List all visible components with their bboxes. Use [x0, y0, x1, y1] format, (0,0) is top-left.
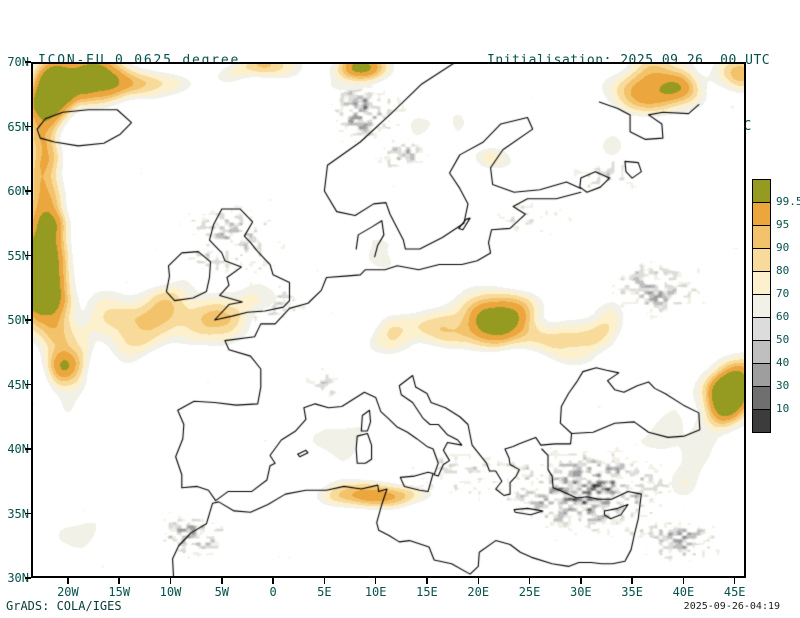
legend-value-label: 60 — [776, 310, 790, 323]
lon-tick-label: 35E — [621, 585, 643, 599]
lon-tick-label: 15E — [416, 585, 438, 599]
lat-tick-label: 60N — [7, 184, 29, 198]
map-area — [31, 62, 746, 578]
lon-tick-label: 20W — [57, 585, 79, 599]
legend-color-box — [752, 363, 771, 387]
lat-tick-mark — [25, 512, 31, 515]
lon-tick-mark — [477, 578, 479, 584]
lon-tick-label: 20E — [467, 585, 490, 599]
lon-tick-mark — [323, 578, 326, 584]
legend-value-label: 99.5 — [776, 195, 800, 208]
legend-color-box — [752, 317, 771, 341]
lon-tick-mark — [67, 578, 69, 584]
legend-color-box — [752, 248, 771, 272]
lat-tick-label: 50N — [7, 313, 29, 327]
lon-tick-label: 25E — [518, 585, 541, 599]
lon-tick-mark — [426, 578, 428, 584]
lon-tick-mark — [528, 578, 531, 584]
legend-value-label: 95 — [776, 218, 790, 231]
legend-value-label: 80 — [776, 264, 790, 277]
lat-tick-mark — [25, 319, 31, 321]
lat-tick-mark — [25, 383, 31, 386]
legend-color-box — [752, 386, 771, 410]
legend-value-label: 40 — [776, 356, 790, 369]
lon-tick-mark — [118, 578, 120, 584]
lat-tick-mark — [25, 577, 31, 579]
legend-value-label: 90 — [776, 241, 790, 254]
legend-color-box — [752, 409, 771, 433]
lon-tick-mark — [374, 578, 377, 584]
lon-tick-mark — [631, 578, 633, 584]
lon-tick-mark — [682, 578, 685, 584]
lat-tick-label: 35N — [7, 506, 29, 521]
lon-tick-label: 45E — [723, 585, 746, 599]
lat-tick-mark — [25, 125, 31, 128]
lon-tick-label: 10E — [364, 585, 387, 599]
legend-color-box — [752, 179, 771, 203]
lon-tick-label: 10W — [159, 585, 182, 599]
grads-credit: GrADS: COLA/IGES — [6, 599, 122, 613]
lon-tick-label: 0 — [269, 585, 277, 599]
lat-tick-mark — [25, 61, 31, 63]
legend-color-box — [752, 202, 771, 226]
timestamp: 2025-09-26-04:19 — [683, 601, 780, 612]
legend-value-label: 10 — [776, 402, 790, 415]
lon-tick-mark — [580, 578, 582, 584]
lat-tick-label: 70N — [7, 55, 29, 69]
lat-tick-label: 40N — [7, 442, 29, 456]
lon-tick-label: 15W — [108, 585, 131, 599]
lon-tick-mark — [272, 578, 274, 584]
lat-tick-label: 30N — [7, 571, 29, 585]
lon-tick-mark — [733, 578, 736, 584]
map-canvas — [31, 62, 746, 578]
legend-color-box — [752, 271, 771, 295]
legend-color-box — [752, 294, 771, 318]
lon-tick-label: 5E — [317, 585, 332, 599]
legend-value-label: 50 — [776, 333, 790, 346]
legend-color-box — [752, 340, 771, 364]
lat-tick-label: 55N — [7, 248, 29, 263]
lon-tick-label: 5W — [214, 585, 230, 599]
lat-tick-mark — [25, 448, 31, 450]
lon-tick-mark — [221, 578, 223, 584]
lon-tick-label: 30E — [569, 585, 592, 599]
legend-value-label: 30 — [776, 379, 790, 392]
lat-tick-label: 45N — [7, 377, 29, 392]
lat-tick-mark — [25, 254, 31, 257]
lon-tick-label: 40E — [672, 585, 695, 599]
lat-tick-label: 65N — [7, 119, 29, 134]
lon-tick-mark — [169, 578, 172, 584]
legend-value-label: 70 — [776, 287, 790, 300]
lat-tick-mark — [25, 190, 31, 192]
legend-color-box — [752, 225, 771, 249]
